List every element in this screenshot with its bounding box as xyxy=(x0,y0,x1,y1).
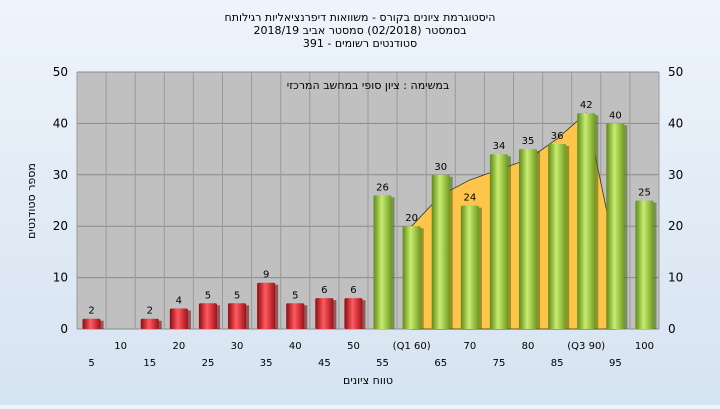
x-tick-label: 70 xyxy=(463,341,476,352)
y-tick-label-left: 0 xyxy=(60,322,68,336)
y-tick-label-right: 40 xyxy=(668,116,683,130)
bar-value-label: 36 xyxy=(551,131,564,142)
bar-value-label: 2 xyxy=(147,306,153,317)
x-tick-label: 45 xyxy=(318,358,331,369)
x-tick-label: 75 xyxy=(493,358,506,369)
x-tick-label: 80 xyxy=(522,341,535,352)
bar-5 xyxy=(82,318,101,329)
y-tick-label-right: 20 xyxy=(668,219,683,233)
title-line: בסמסטר (02/2018) סמסטר אביב 2018/19 xyxy=(253,24,466,37)
y-tick-label-left: 30 xyxy=(53,168,68,182)
bar-value-label: 5 xyxy=(292,290,298,301)
x-tick-label: 100 xyxy=(635,341,654,352)
x-tick-label: 85 xyxy=(551,358,564,369)
bar-20 xyxy=(169,308,188,329)
bar-100 xyxy=(635,200,654,329)
x-tick-label: (Q1 60) xyxy=(393,341,431,352)
bar-value-label: 6 xyxy=(350,285,356,296)
bar-value-label: 6 xyxy=(321,285,327,296)
bar-value-label: 30 xyxy=(434,162,447,173)
bar-70 xyxy=(460,205,479,329)
bar-25 xyxy=(198,303,217,329)
y-tick-label-left: 40 xyxy=(53,116,68,130)
y-tick-label-right: 10 xyxy=(668,271,683,285)
y-axis-label: מספר סטודנטים xyxy=(25,163,38,239)
x-tick-label: 15 xyxy=(143,358,156,369)
x-tick-label: 65 xyxy=(434,358,447,369)
chart-title: היסטוגרמת ציונים בקורס - משוואות דיפרנצי… xyxy=(225,11,496,50)
x-tick-label: 25 xyxy=(202,358,215,369)
x-tick-label: 50 xyxy=(347,341,360,352)
bars xyxy=(82,113,657,330)
y-tick-label-left: 50 xyxy=(53,65,68,79)
bar-30 xyxy=(228,303,247,329)
bar-40 xyxy=(286,303,305,329)
x-tick-label: 30 xyxy=(231,341,244,352)
y-tick-label-right: 0 xyxy=(668,322,676,336)
x-axis-label: טווח ציונים xyxy=(343,374,393,387)
y-tick-label-left: 20 xyxy=(53,219,68,233)
y-tick-label-right: 50 xyxy=(668,65,683,79)
x-tick-label: 35 xyxy=(260,358,273,369)
bar-value-label: 34 xyxy=(493,141,506,152)
bar-Q390 xyxy=(577,113,596,330)
y-tick-label-right: 30 xyxy=(668,168,683,182)
bar-value-label: 26 xyxy=(376,182,389,193)
bar-75 xyxy=(489,154,508,329)
bar-80 xyxy=(519,149,538,329)
chart-annotation: במשימה : ציון סופי במחשב המרכזי xyxy=(287,79,450,92)
bar-value-label: 5 xyxy=(234,290,240,301)
y-tick-label-left: 10 xyxy=(53,271,68,285)
x-tick-label: 95 xyxy=(609,358,622,369)
bar-35 xyxy=(257,282,276,329)
title-line: היסטוגרמת ציונים בקורס - משוואות דיפרנצי… xyxy=(225,11,496,24)
x-tick-label: 10 xyxy=(114,341,127,352)
bar-value-label: 9 xyxy=(263,270,269,281)
bar-value-label: 4 xyxy=(176,295,182,306)
bar-45 xyxy=(315,298,334,329)
bar-Q160 xyxy=(402,226,421,329)
bar-value-label: 20 xyxy=(405,213,418,224)
bar-value-label: 25 xyxy=(638,188,651,199)
bar-value-label: 40 xyxy=(609,110,622,121)
x-tick-label: 20 xyxy=(172,341,185,352)
bar-85 xyxy=(548,143,567,329)
x-tick-label: (Q3 90) xyxy=(567,341,605,352)
bar-95 xyxy=(606,123,625,330)
bar-55 xyxy=(373,195,392,329)
bar-value-label: 5 xyxy=(205,290,211,301)
bar-value-label: 35 xyxy=(522,136,535,147)
bar-65 xyxy=(431,174,450,329)
x-tick-label: 40 xyxy=(289,341,302,352)
bar-value-label: 2 xyxy=(88,306,94,317)
bar-value-label: 42 xyxy=(580,100,593,111)
x-tick-label: 5 xyxy=(88,358,94,369)
title-line: סטודנטים רשומים - 391 xyxy=(303,37,417,50)
x-tick-label: 55 xyxy=(376,358,389,369)
bar-value-label: 24 xyxy=(463,193,476,204)
bar-15 xyxy=(140,318,159,329)
bar-50 xyxy=(344,298,363,329)
